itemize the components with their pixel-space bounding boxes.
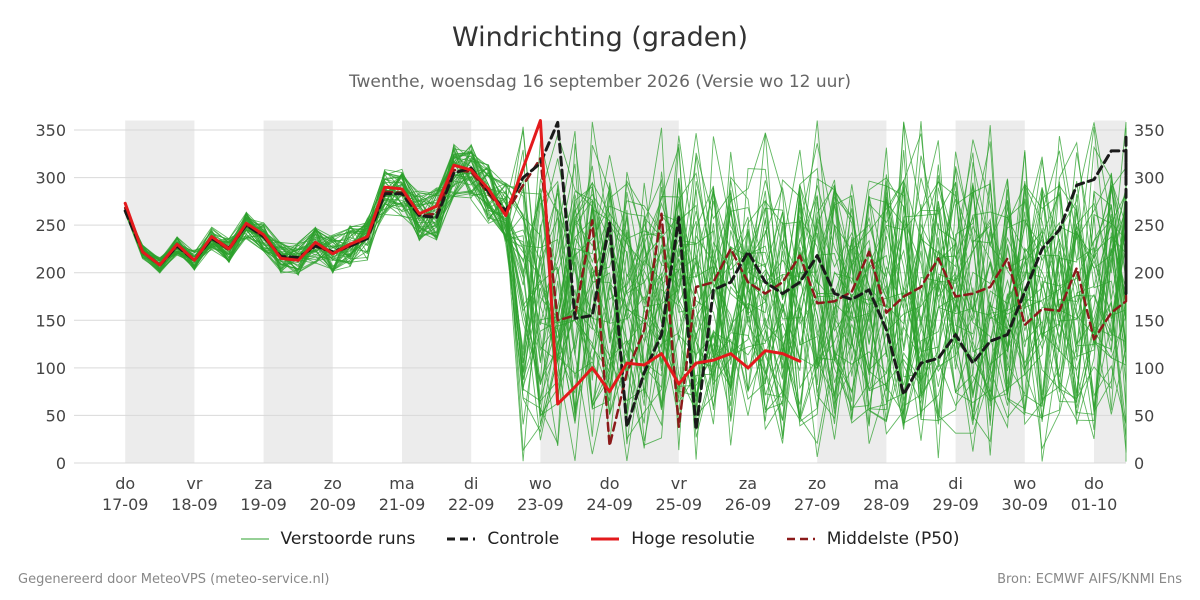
x-tick-date: 19-09 bbox=[240, 495, 287, 514]
x-tick-day: di bbox=[948, 474, 963, 493]
ensemble-run-line bbox=[124, 139, 1127, 400]
x-tick-date: 26-09 bbox=[725, 495, 772, 514]
y-tick-label-left: 250 bbox=[35, 216, 66, 235]
x-tick-date: 24-09 bbox=[586, 495, 633, 514]
y-tick-label-right: 200 bbox=[1134, 264, 1165, 283]
legend-label-median: Middelste (P50) bbox=[826, 529, 960, 549]
ensemble-run-line bbox=[124, 132, 1127, 423]
y-tick-label-right: 150 bbox=[1134, 311, 1165, 330]
legend-item-control: Controle bbox=[447, 529, 559, 549]
chart-title: Windrichting (graden) bbox=[451, 22, 749, 53]
x-tick-date: 01-10 bbox=[1071, 495, 1118, 514]
y-axis-left: 0 50 100 150 200 250 300 350 bbox=[35, 121, 66, 473]
y-tick-label-right: 300 bbox=[1134, 169, 1165, 188]
y-tick-label-left: 350 bbox=[35, 121, 66, 140]
x-tick-date: 21-09 bbox=[379, 495, 426, 514]
median-line bbox=[123, 157, 1128, 448]
main-series bbox=[123, 119, 1128, 448]
x-tick-day: vr bbox=[671, 474, 687, 493]
y-tick-label-left: 200 bbox=[35, 264, 66, 283]
y-tick-label-left: 0 bbox=[56, 454, 66, 473]
y-tick-label-left: 50 bbox=[46, 406, 66, 425]
x-tick-date: 18-09 bbox=[171, 495, 218, 514]
x-tick-date: 20-09 bbox=[310, 495, 357, 514]
x-tick-date: 22-09 bbox=[448, 495, 495, 514]
x-tick-day: do bbox=[1084, 474, 1104, 493]
y-tick-label-right: 50 bbox=[1134, 406, 1154, 425]
legend-item-ensemble: Verstoorde runs bbox=[240, 529, 416, 549]
y-tick-label-left: 150 bbox=[35, 311, 66, 330]
y-axis-right: 0 50 100 150 200 250 300 350 bbox=[1134, 121, 1165, 473]
legend-item-median: Middelste (P50) bbox=[786, 529, 960, 549]
y-tick-label-right: 0 bbox=[1134, 454, 1144, 473]
y-tick-label-right: 350 bbox=[1134, 121, 1165, 140]
high-res-line bbox=[123, 119, 802, 406]
ensemble-run-line bbox=[124, 168, 1127, 441]
legend-label-high-res: Hoge resolutie bbox=[631, 529, 755, 549]
x-tick-date: 29-09 bbox=[932, 495, 979, 514]
shaded-band bbox=[125, 120, 195, 463]
x-tick-date: 25-09 bbox=[656, 495, 703, 514]
x-tick-day: do bbox=[115, 474, 135, 493]
x-tick-day: do bbox=[600, 474, 620, 493]
x-tick-day: di bbox=[464, 474, 479, 493]
y-tick-label-left: 300 bbox=[35, 169, 66, 188]
shaded-band bbox=[263, 120, 333, 463]
x-tick-day: zo bbox=[324, 474, 342, 493]
legend-label-ensemble: Verstoorde runs bbox=[280, 529, 416, 549]
x-tick-day: ma bbox=[874, 474, 899, 493]
x-tick-date: 28-09 bbox=[863, 495, 910, 514]
legend-label-control: Controle bbox=[487, 529, 560, 549]
ensemble-run-line bbox=[124, 135, 1127, 422]
ensemble-run-line bbox=[124, 145, 1127, 420]
x-tick-day: za bbox=[739, 474, 757, 493]
legend-item-high-res: Hoge resolutie bbox=[591, 529, 755, 549]
x-tick-day: vr bbox=[186, 474, 202, 493]
x-tick-day: ma bbox=[389, 474, 414, 493]
x-tick-day: za bbox=[254, 474, 272, 493]
x-tick-date: 27-09 bbox=[794, 495, 841, 514]
chart-subtitle: Twenthe, woensdag 16 september 2026 (Ver… bbox=[348, 72, 852, 92]
footer-generated-by: Gegenereerd door MeteoVPS (meteo-service… bbox=[18, 572, 330, 587]
legend-swatch-ensemble bbox=[240, 538, 269, 540]
y-tick-label-right: 100 bbox=[1134, 359, 1165, 378]
x-tick-day: wo bbox=[1013, 474, 1036, 493]
x-tick-date: 17-09 bbox=[102, 495, 149, 514]
ensemble-run-line bbox=[124, 151, 1127, 462]
x-tick-day: wo bbox=[529, 474, 552, 493]
x-tick-date: 23-09 bbox=[517, 495, 564, 514]
ensemble-run-line bbox=[124, 152, 1127, 430]
legend-swatch-control bbox=[447, 537, 476, 541]
legend: Verstoorde runs Controle Hoge resolutie … bbox=[0, 529, 1200, 549]
wind-direction-chart: 0 50 100 150 200 250 300 350 0 50 100 150 200 250 300… bbox=[35, 119, 1165, 514]
y-tick-label-right: 250 bbox=[1134, 216, 1165, 235]
x-tick-date: 30-09 bbox=[1002, 495, 1049, 514]
x-tick-day: zo bbox=[808, 474, 826, 493]
legend-swatch-high-res bbox=[591, 537, 620, 541]
legend-swatch-median bbox=[786, 537, 815, 541]
ensemble-run-line bbox=[124, 143, 1127, 446]
x-axis: do 17-09 vr 18-09 za 19-09 zo 20-09 ma 21-09 di 22-… bbox=[102, 474, 1117, 514]
y-tick-label-left: 100 bbox=[35, 359, 66, 378]
footer-source: Bron: ECMWF AIFS/KNMI Ens bbox=[997, 572, 1182, 587]
